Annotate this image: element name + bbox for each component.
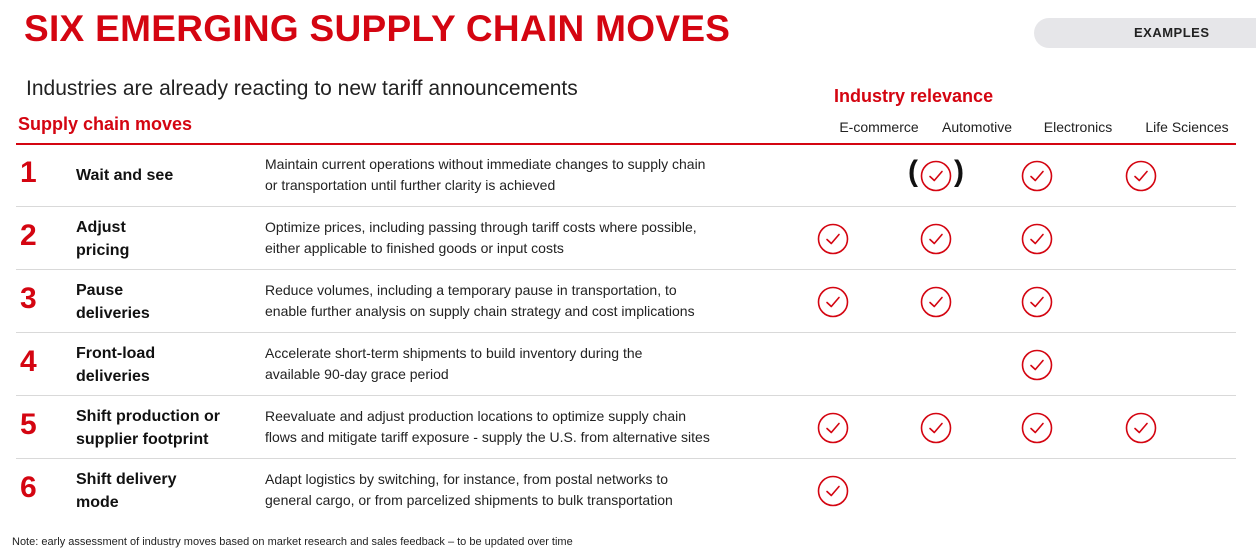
move-name: Front-load deliveries <box>76 342 251 388</box>
check-circle-icon <box>920 286 952 318</box>
row-divider <box>16 269 1236 270</box>
move-description: Reduce volumes, including a temporary pa… <box>265 280 805 322</box>
row-divider <box>16 458 1236 459</box>
row-divider <box>16 395 1236 396</box>
check-circle-icon <box>1021 349 1053 381</box>
row-divider <box>16 332 1236 333</box>
move-description-line: Accelerate short-term shipments to build… <box>265 345 643 361</box>
check-circle-icon <box>817 223 849 255</box>
move-name: Shift delivery mode <box>76 468 251 514</box>
move-name-line: Adjust <box>76 219 126 236</box>
table-row: 4 Front-load deliveries Accelerate short-te… <box>16 333 1236 396</box>
industry-relevance-header: Industry relevance <box>834 86 994 106</box>
move-number: 1 <box>20 156 37 189</box>
move-description: Optimize prices, including passing throu… <box>265 217 805 259</box>
table-row: 1 Wait and see Maintain current operations… <box>16 144 1236 207</box>
move-description-line: enable further analysis on supply chain … <box>265 303 695 319</box>
move-name: Pause deliveries <box>76 279 251 325</box>
move-description-line: flows and mitigate tariff exposure - sup… <box>265 429 710 445</box>
check-circle-icon <box>817 286 849 318</box>
move-description: Adapt logistics by switching, for instan… <box>265 469 805 511</box>
move-number: 2 <box>20 219 37 252</box>
move-name-line: deliveries <box>76 305 150 322</box>
move-number: 3 <box>20 282 37 315</box>
move-name-line: Shift delivery <box>76 471 177 488</box>
move-name-line: deliveries <box>76 368 150 385</box>
move-name-line: Front-load <box>76 345 156 362</box>
move-description-line: Maintain current operations without imme… <box>265 156 706 172</box>
examples-badge: EXAMPLES <box>1034 18 1256 48</box>
check-circle-icon <box>1021 286 1053 318</box>
move-number: 6 <box>20 471 37 504</box>
check-circle-icon <box>1021 412 1053 444</box>
move-name-line: supplier footprint <box>76 431 209 448</box>
move-name: Adjust pricing <box>76 216 251 262</box>
move-description-line: Optimize prices, including passing throu… <box>265 219 697 235</box>
industry-header-e-commerce: E-commerce <box>839 119 919 135</box>
move-description-line: either applicable to finished goods or i… <box>265 240 564 256</box>
check-circle-icon <box>1125 160 1157 192</box>
check-circle-icon <box>1021 223 1053 255</box>
move-name-line: mode <box>76 494 119 511</box>
check-circle-icon <box>920 412 952 444</box>
industry-header-electronics: Electronics <box>1043 119 1113 135</box>
move-description-line: or transportation until further clarity … <box>265 177 556 193</box>
row-divider <box>16 206 1236 207</box>
table-row: 3 Pause deliveries Reduce volumes, includin… <box>16 270 1236 333</box>
check-circle-icon <box>920 160 952 192</box>
move-name-line: Shift production or <box>76 408 220 425</box>
check-circle-icon <box>817 475 849 507</box>
examples-label: EXAMPLES <box>1134 25 1210 40</box>
moves-column-header: Supply chain moves <box>18 114 193 134</box>
move-description-line: available 90-day grace period <box>265 366 449 382</box>
move-name: Wait and see <box>76 164 251 187</box>
move-description-line: Reduce volumes, including a temporary pa… <box>265 282 677 298</box>
move-description: Accelerate short-term shipments to build… <box>265 343 805 385</box>
page-title: SIX EMERGING SUPPLY CHAIN MOVES <box>24 8 731 49</box>
check-circle-icon <box>1021 160 1053 192</box>
check-circle-icon <box>1125 412 1157 444</box>
move-number: 5 <box>20 408 37 441</box>
check-circle-icon <box>920 223 952 255</box>
move-name-line: pricing <box>76 242 130 259</box>
move-number: 4 <box>20 345 37 378</box>
footnote: Note: early assessment of industry moves… <box>12 536 573 548</box>
table-row: 5 Shift production or supplier footprint Re… <box>16 396 1236 459</box>
move-description: Reevaluate and adjust production locatio… <box>265 406 805 448</box>
move-name: Shift production or supplier footprint <box>76 405 251 451</box>
move-description-line: Reevaluate and adjust production locatio… <box>265 408 687 424</box>
move-name-line: Wait and see <box>76 167 174 184</box>
header-divider <box>16 143 1236 145</box>
industry-header-life-sciences: Life Sciences <box>1145 119 1229 135</box>
move-description-line: general cargo, or from parcelized shipme… <box>265 492 673 508</box>
move-description: Maintain current operations without imme… <box>265 154 805 196</box>
check-circle-icon <box>817 412 849 444</box>
table-row: 6 Shift delivery mode Adapt logistics by sw… <box>16 459 1236 522</box>
move-description-line: Adapt logistics by switching, for instan… <box>265 471 669 487</box>
move-name-line: Pause <box>76 282 124 299</box>
industry-header-automotive: Automotive <box>941 119 1013 135</box>
partial-close-paren: ) <box>954 155 964 188</box>
partial-open-paren: ( <box>908 155 918 188</box>
subtitle: Industries are already reacting to new t… <box>26 77 578 100</box>
table-row: 2 Adjust pricing Optimize prices, including… <box>16 207 1236 270</box>
